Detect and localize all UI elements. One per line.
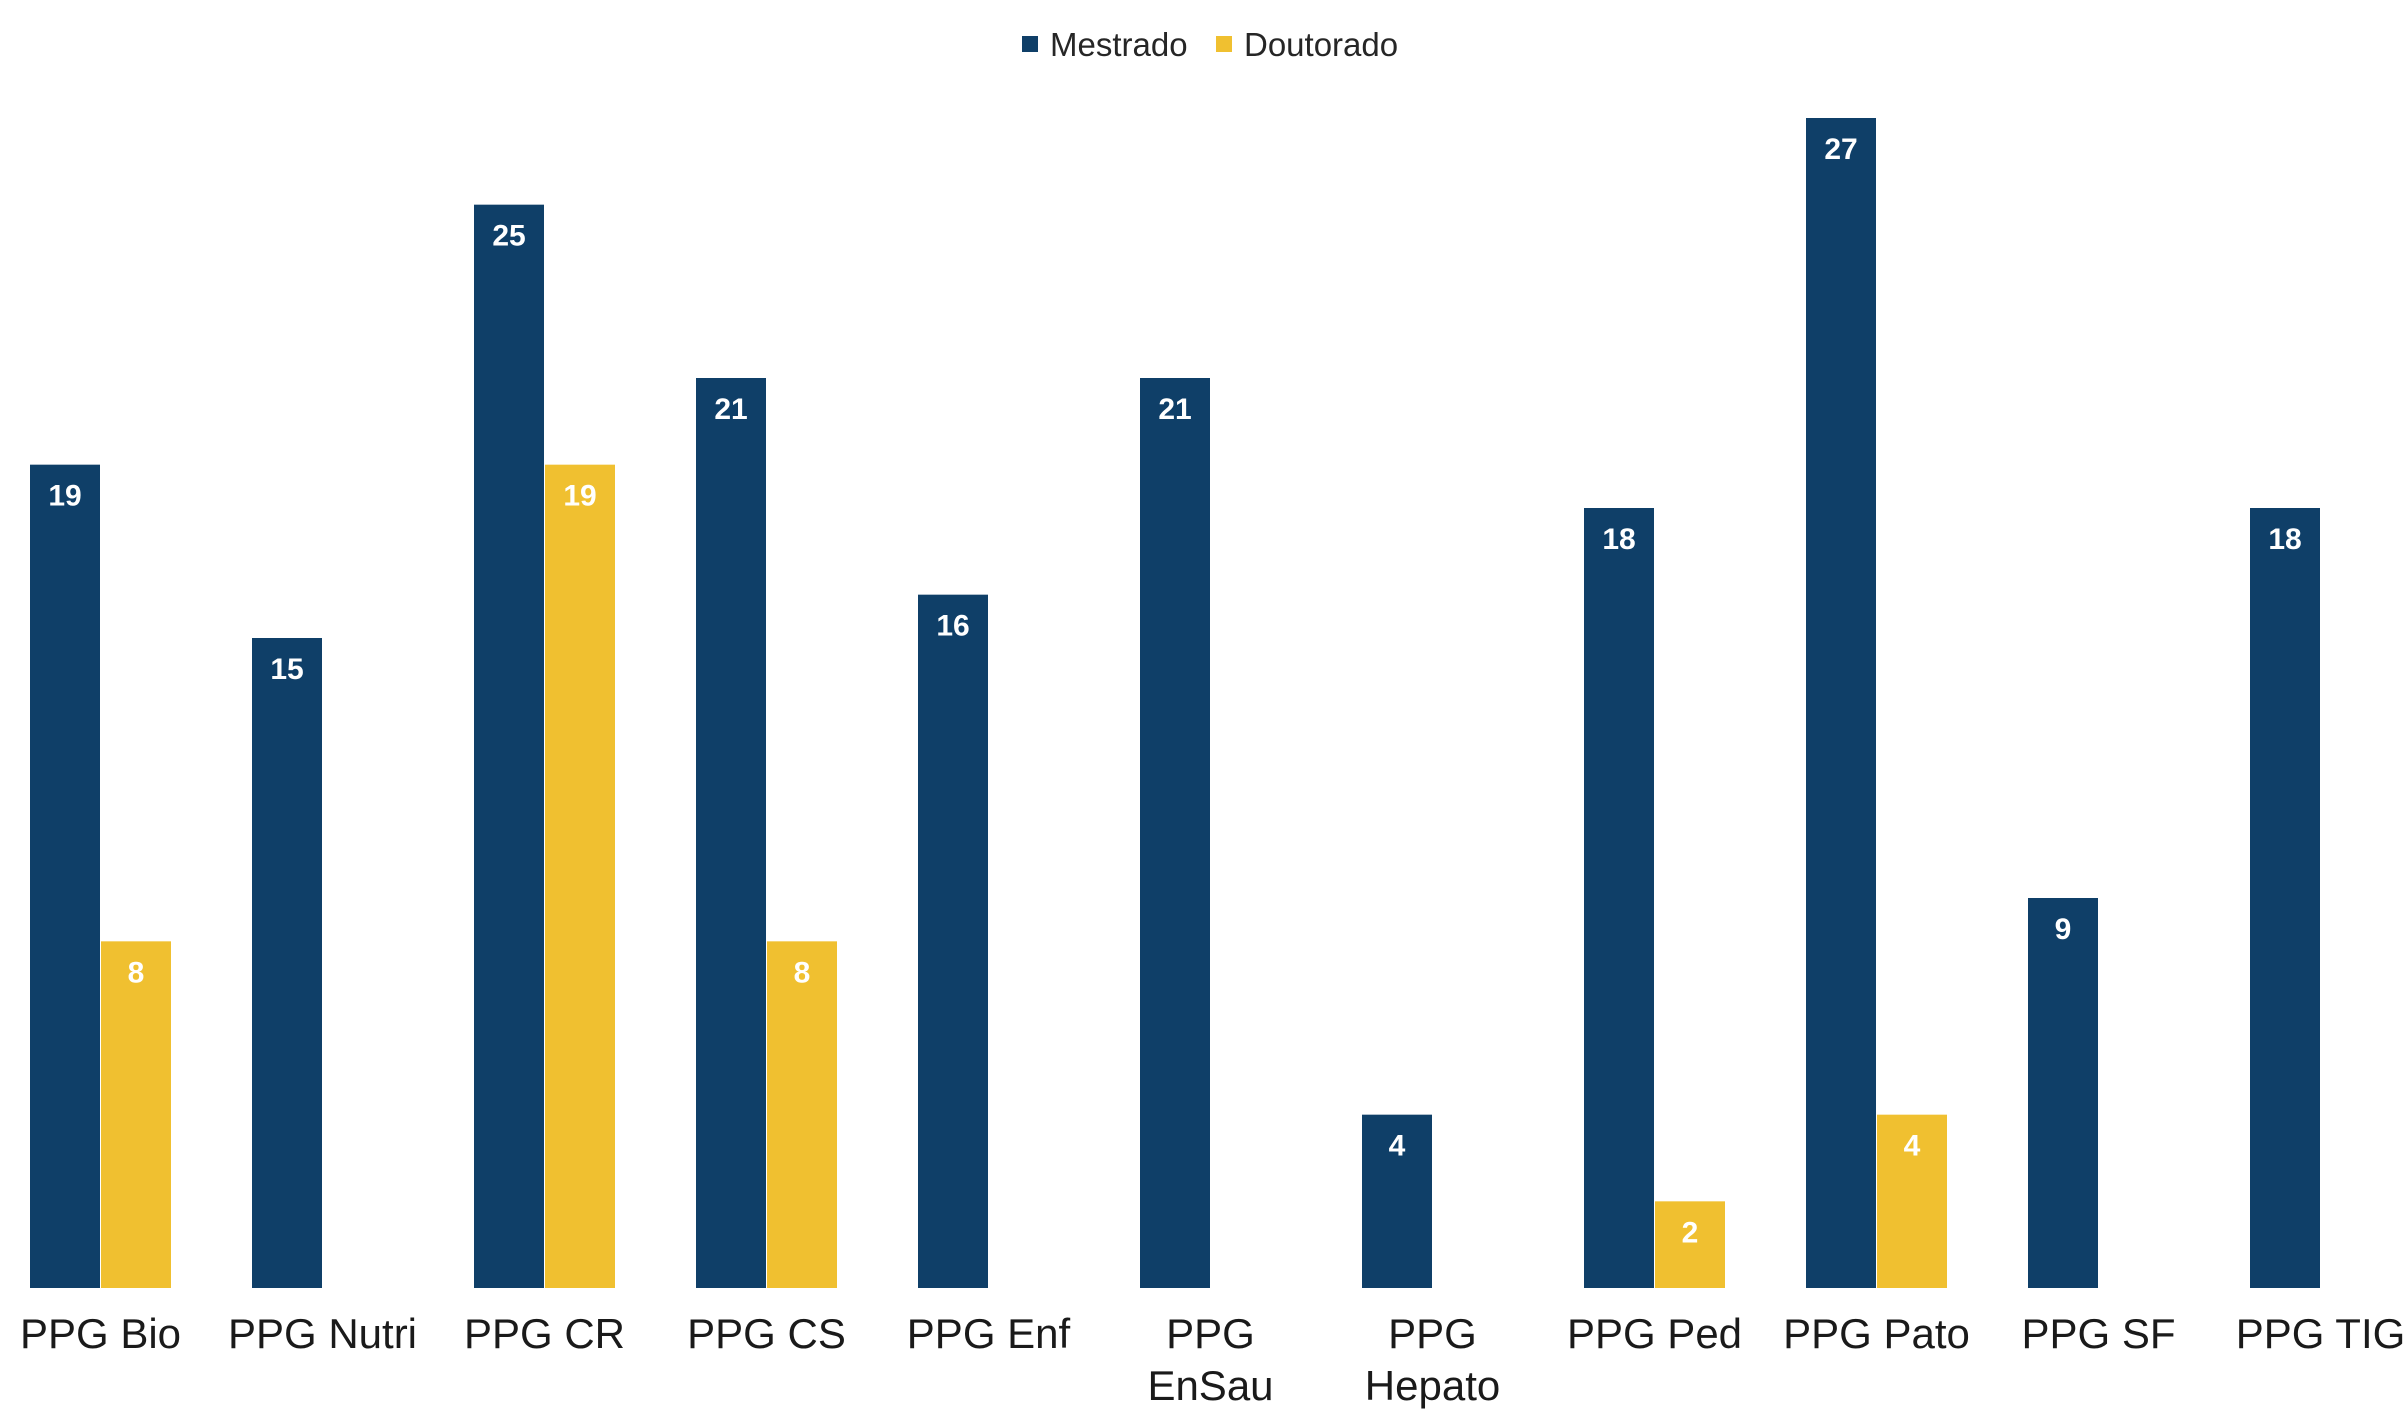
legend: Mestrado Doutorado [1022,26,1398,63]
value-label-mestrado-3: 21 [714,393,747,426]
value-label-doutorado-7: 2 [1682,1216,1699,1249]
x-tick-label-1: PPG Nutri [228,1310,417,1357]
x-tick-label-2: PPG CR [464,1310,625,1357]
x-tick-label-7: PPG Ped [1567,1310,1742,1357]
bar-mestrado-6 [1362,1114,1432,1288]
bar-mestrado-0 [30,464,100,1289]
bar-mestrado-1 [252,638,322,1288]
value-label-mestrado-4: 16 [936,610,969,643]
value-label-mestrado-0: 19 [48,480,81,513]
x-tick-label-9: PPG SF [2021,1310,2175,1357]
legend-label-doutorado: Doutorado [1244,26,1398,63]
value-label-mestrado-5: 21 [1158,393,1191,426]
value-label-doutorado-0: 8 [128,956,145,989]
value-label-mestrado-1: 15 [270,653,303,686]
x-tick-label-5: PPG EnSau [1147,1310,1273,1409]
x-tick-label-10: PPG TIG [2236,1310,2405,1357]
value-label-doutorado-8: 4 [1904,1130,1921,1163]
value-label-doutorado-3: 8 [794,956,811,989]
value-label-mestrado-6: 4 [1389,1130,1406,1163]
x-tick-label-0: PPG Bio [20,1310,181,1357]
x-tick-label-6: PPG Hepato [1365,1310,1500,1409]
bar-mestrado-3 [696,378,766,1288]
bar-doutorado-0 [101,941,171,1288]
value-labels: 19 8 15 25 19 21 8 16 21 4 18 2 27 4 9 18 [48,133,2301,1249]
legend-swatch-mestrado [1022,36,1038,52]
value-label-doutorado-2: 19 [563,480,596,513]
value-label-mestrado-9: 9 [2055,913,2072,946]
bar-doutorado-7 [1655,1201,1725,1288]
bar-doutorado-8 [1877,1114,1947,1288]
legend-label-mestrado: Mestrado [1050,26,1188,63]
x-tick-label-3: PPG CS [687,1310,846,1357]
value-label-mestrado-2: 25 [492,220,525,253]
bars [30,118,2320,1289]
bar-doutorado-3 [767,941,837,1288]
value-label-mestrado-8: 27 [1824,133,1857,166]
value-label-mestrado-10: 18 [2268,523,2301,556]
x-axis-tick-labels: PPG Bio PPG Nutri PPG CR PPG CS PPG Enf PPG En… [20,1310,2405,1409]
legend-swatch-doutorado [1216,36,1232,52]
x-tick-label-4: PPG Enf [907,1310,1071,1357]
bar-mestrado-8 [1806,118,1876,1288]
bar-mestrado-10 [2250,508,2320,1288]
bar-mestrado-7 [1584,508,1654,1288]
bar-mestrado-4 [918,594,988,1288]
bar-mestrado-9 [2028,898,2098,1288]
x-tick-label-8: PPG Pato [1783,1310,1970,1357]
value-label-mestrado-7: 18 [1602,523,1635,556]
bar-mestrado-2 [474,204,544,1289]
bar-mestrado-5 [1140,378,1210,1288]
bar-doutorado-2 [545,464,615,1289]
